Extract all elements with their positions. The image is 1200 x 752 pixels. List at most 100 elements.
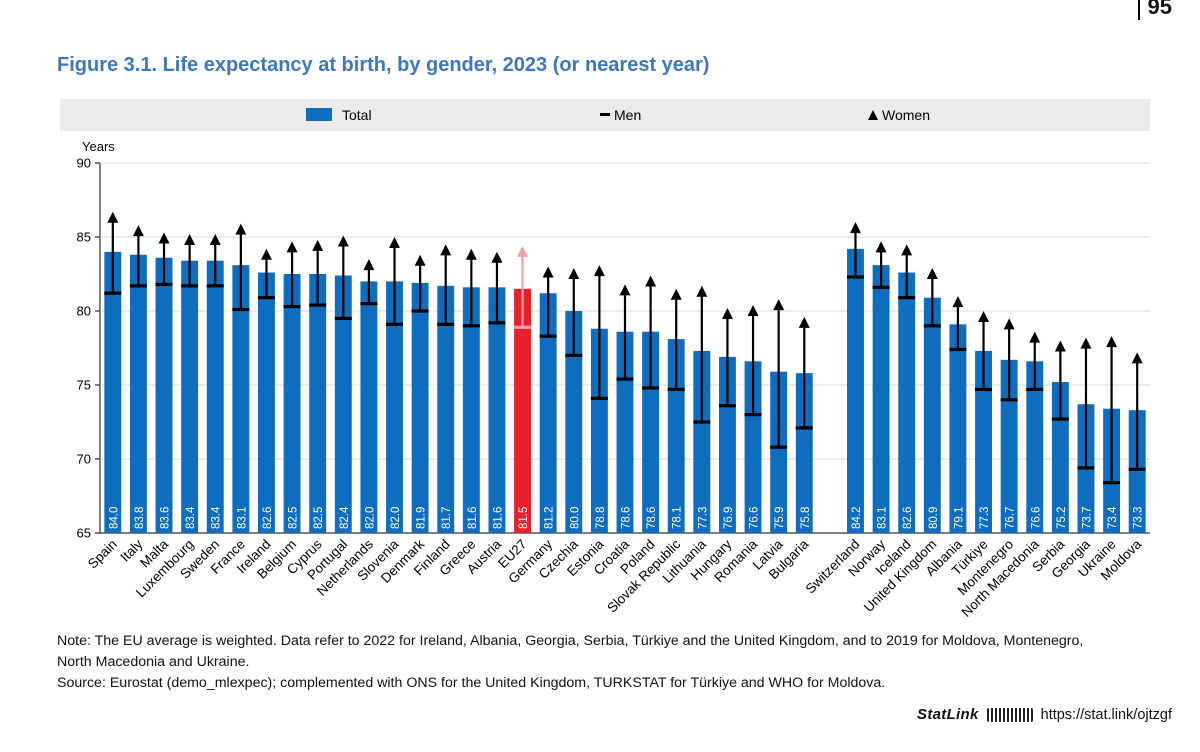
value-label: 80.0 — [569, 507, 581, 529]
bar — [744, 361, 762, 533]
women-marker — [670, 288, 682, 300]
value-label: 83.1 — [877, 507, 889, 529]
men-marker — [1051, 417, 1069, 421]
value-label: 76.6 — [749, 507, 761, 529]
bar — [616, 331, 634, 533]
men-marker — [334, 316, 352, 320]
value-label: 82.4 — [339, 506, 351, 529]
value-label: 82.6 — [902, 507, 914, 529]
value-label: 79.1 — [953, 507, 965, 529]
men-marker — [386, 322, 404, 326]
y-tick-label: 75 — [77, 378, 91, 393]
women-marker — [593, 265, 605, 277]
women-marker — [568, 268, 580, 280]
figure-title: Figure 3.1. Life expectancy at birth, by… — [57, 54, 710, 76]
men-marker — [206, 284, 224, 288]
women-marker — [440, 244, 452, 256]
page-number: 95 — [1137, 0, 1172, 20]
women-marker — [414, 254, 426, 266]
men-marker — [693, 420, 711, 424]
bar — [975, 350, 992, 533]
bar — [104, 251, 122, 534]
women-marker — [619, 284, 631, 296]
bar — [872, 265, 890, 533]
value-label: 82.0 — [390, 507, 402, 529]
men-marker — [1026, 387, 1044, 392]
bar — [232, 265, 250, 533]
men-marker — [129, 284, 147, 288]
value-label: 83.6 — [160, 507, 172, 529]
women-marker — [260, 248, 272, 260]
women-marker — [1029, 331, 1041, 343]
value-label: 81.9 — [416, 507, 428, 529]
bar — [283, 274, 301, 533]
men-marker — [104, 291, 122, 295]
bar — [181, 260, 199, 533]
women-marker — [158, 232, 170, 244]
legend-women-marker — [868, 110, 878, 120]
men-marker — [846, 275, 864, 279]
note-line-2: North Macedonia and Ukraine. — [57, 654, 250, 670]
women-marker — [1054, 340, 1066, 352]
bar — [539, 293, 557, 533]
men-marker — [565, 353, 583, 357]
men-marker — [642, 386, 660, 390]
women-marker — [465, 248, 477, 260]
women-marker — [1131, 352, 1143, 364]
men-marker — [923, 324, 941, 328]
note-line-1: Note: The EU average is weighted. Data r… — [57, 633, 1084, 649]
women-marker — [747, 305, 759, 317]
men-marker — [770, 445, 788, 449]
bar — [667, 339, 685, 533]
value-label: 80.9 — [928, 507, 940, 529]
statlink-url[interactable]: https://stat.link/ojtzgf — [1040, 706, 1172, 723]
value-label: 76.6 — [1030, 507, 1042, 529]
statlink: StatLink https://stat.link/ojtzgf — [917, 706, 1172, 723]
women-marker — [363, 259, 375, 271]
men-marker — [949, 347, 967, 352]
men-marker — [462, 324, 480, 328]
men-marker — [411, 309, 429, 313]
value-label: 73.3 — [1133, 507, 1145, 529]
value-label: 78.8 — [595, 507, 607, 529]
statlink-brand: StatLink — [917, 706, 979, 723]
women-marker — [542, 266, 554, 278]
men-marker — [1128, 467, 1146, 471]
legend-women-label: Women — [882, 107, 930, 123]
women-marker — [1003, 318, 1015, 330]
value-label: 75.9 — [774, 507, 786, 529]
bar — [1000, 359, 1018, 533]
value-label: 81.2 — [544, 507, 556, 529]
bar — [770, 371, 788, 533]
bar — [1026, 361, 1044, 533]
men-marker — [616, 377, 634, 381]
bar — [129, 254, 147, 533]
value-label: 77.3 — [979, 507, 991, 529]
value-label: 73.7 — [1081, 507, 1093, 529]
men-marker — [257, 296, 275, 300]
women-marker — [337, 235, 349, 247]
men-marker — [539, 334, 557, 338]
men-marker — [232, 307, 250, 312]
bar — [258, 272, 275, 533]
value-label: 75.2 — [1056, 507, 1068, 529]
value-label: 83.4 — [185, 506, 197, 529]
y-tick-label: 85 — [77, 230, 91, 245]
y-tick-label: 80 — [77, 304, 91, 319]
women-marker — [491, 251, 503, 263]
women-marker — [1080, 337, 1092, 349]
bar — [718, 356, 736, 533]
women-marker — [389, 236, 401, 248]
men-marker — [1103, 481, 1121, 485]
value-label: 83.1 — [236, 507, 248, 529]
value-label: 81.5 — [518, 507, 530, 529]
y-axis-label: Years — [82, 139, 115, 154]
bar — [155, 257, 173, 533]
value-label: 81.7 — [441, 507, 453, 529]
men-marker — [155, 282, 173, 286]
y-tick-label: 90 — [77, 156, 91, 171]
value-label: 82.5 — [288, 507, 300, 529]
value-label: 84.2 — [851, 507, 863, 529]
women-marker — [1106, 336, 1118, 348]
value-label: 82.6 — [262, 507, 274, 529]
